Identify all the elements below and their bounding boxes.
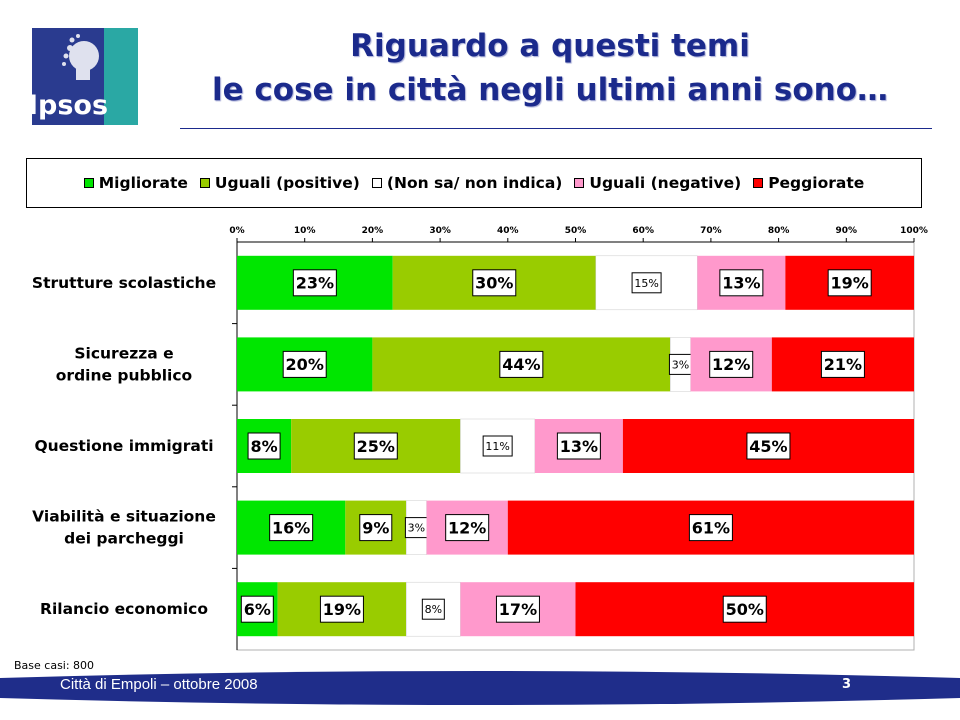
data-label: 16% [272, 518, 310, 537]
page-title-line2: le cose in città negli ultimi anni sono… [211, 72, 888, 108]
title-divider [180, 128, 932, 129]
legend-swatch [371, 178, 382, 188]
data-label: 3% [672, 358, 689, 371]
data-label: 44% [502, 355, 540, 374]
data-label: 13% [560, 437, 598, 456]
category-label-line: Questione immigrati [34, 437, 213, 455]
data-label: 21% [824, 355, 862, 374]
data-label-box [319, 595, 364, 623]
legend-label: (Non sa/ non indica) [386, 174, 563, 192]
data-label-box [282, 350, 327, 378]
data-label: 17% [499, 600, 537, 619]
data-label-box [292, 269, 337, 297]
data-label-box [482, 435, 513, 457]
x-tick-label: 50% [565, 226, 587, 236]
x-tick-label: 20% [362, 226, 384, 236]
data-label-box [472, 269, 517, 297]
x-tick-label: 40% [497, 226, 519, 236]
data-label-box [499, 350, 544, 378]
logo-text: Ipsos [28, 90, 108, 121]
data-label-box [722, 595, 767, 623]
category-label-line: Strutture scolastiche [32, 274, 216, 292]
chart-legend: Migliorate Uguali (positive) (Non sa/ non … [26, 158, 922, 208]
data-label-box [688, 514, 733, 542]
data-label: 23% [296, 274, 334, 293]
data-label-box [631, 272, 662, 294]
x-tick-label: 10% [294, 226, 316, 236]
data-label: 30% [475, 274, 513, 293]
x-tick-label: 90% [836, 226, 858, 236]
data-label: 6% [244, 600, 271, 619]
data-label-box [827, 269, 872, 297]
x-tick-label: 30% [429, 226, 451, 236]
category-label: Viabilità e situazione dei parcheggi [32, 508, 216, 548]
data-label: 20% [286, 355, 324, 374]
data-label-box [247, 432, 281, 460]
legend-item: Migliorate [83, 174, 188, 192]
data-label: 45% [749, 437, 787, 456]
legend-item: (Non sa/ non indica) [371, 174, 563, 192]
category-label-line: Sicurezza e [74, 344, 173, 362]
data-label-box [719, 269, 764, 297]
ipsos-logo: Ipsos [28, 28, 138, 125]
x-tick-label: 100% [900, 226, 928, 236]
x-tick-label: 0% [229, 226, 244, 236]
data-label: 9% [362, 518, 389, 537]
legend-label: Uguali (negative) [589, 174, 742, 192]
data-label: 19% [323, 600, 361, 619]
data-label: 19% [831, 274, 869, 293]
legend-label: Peggiorate [768, 174, 865, 192]
category-label-line: ordine pubblico [56, 366, 192, 384]
data-label-box [820, 350, 865, 378]
legend-swatch [83, 178, 94, 188]
data-label: 12% [448, 518, 486, 537]
legend-item: Peggiorate [753, 174, 864, 192]
legend-swatch [753, 178, 764, 188]
category-label-line: Rilancio economico [40, 600, 208, 618]
legend-label: Uguali (positive) [214, 174, 360, 192]
data-label: 50% [726, 600, 764, 619]
data-label: 15% [634, 277, 658, 290]
data-label: 3% [408, 522, 425, 535]
page-title-line1: Riguardo a questi temi [350, 28, 750, 64]
logo-head-icon [62, 34, 99, 80]
data-label: 61% [692, 518, 730, 537]
data-label-box [359, 514, 393, 542]
legend-label: Migliorate [98, 174, 188, 192]
x-tick-label: 80% [768, 226, 790, 236]
data-label-box [709, 350, 754, 378]
data-label-box [269, 514, 314, 542]
category-label: Sicurezza e ordine pubblico [56, 344, 192, 384]
data-label-box [746, 432, 791, 460]
data-label: 8% [425, 603, 442, 616]
legend-item: Uguali (negative) [574, 174, 741, 192]
data-label: 25% [357, 437, 395, 456]
data-label-box [495, 595, 540, 623]
data-label: 11% [485, 440, 509, 453]
category-label-line: Viabilità e situazione [32, 508, 216, 526]
data-label-box [556, 432, 601, 460]
category-label: Rilancio economico [40, 600, 208, 618]
page-number: 3 [842, 677, 852, 692]
footer-text: Città di Empoli – ottobre 2008 [60, 676, 258, 693]
category-label: Questione immigrati [34, 437, 213, 455]
data-label-box [353, 432, 398, 460]
x-tick-label: 70% [700, 226, 722, 236]
data-label-box [240, 595, 274, 623]
data-label: 8% [250, 437, 277, 456]
footer-band [0, 671, 960, 705]
data-label-box [445, 514, 490, 542]
base-footnote: Base casi: 800 [14, 659, 95, 672]
category-label: Strutture scolastiche [32, 274, 216, 292]
legend-item: Uguali (positive) [199, 174, 360, 192]
data-label-box [421, 598, 445, 620]
data-label: 13% [722, 274, 760, 293]
data-label: 12% [712, 355, 750, 374]
category-label-line: dei parcheggi [64, 530, 184, 548]
x-tick-label: 60% [632, 226, 654, 236]
legend-swatch [574, 178, 585, 188]
legend-swatch [199, 178, 210, 188]
